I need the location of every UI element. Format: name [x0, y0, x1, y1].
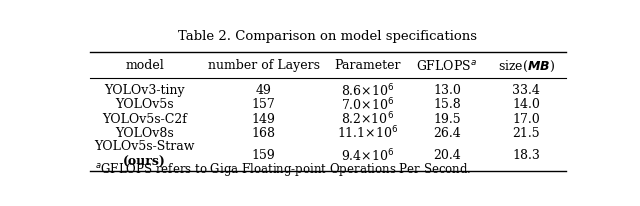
Text: 33.4: 33.4 [513, 84, 540, 97]
Text: 7.0×10$^6$: 7.0×10$^6$ [341, 97, 394, 113]
Text: YOLOv5s-C2f: YOLOv5s-C2f [102, 113, 187, 126]
Text: 21.5: 21.5 [513, 127, 540, 140]
Text: 13.0: 13.0 [433, 84, 461, 97]
Text: YOLOv5s-Straw: YOLOv5s-Straw [94, 140, 195, 153]
Text: 15.8: 15.8 [433, 98, 461, 111]
Text: 9.4×10$^6$: 9.4×10$^6$ [341, 147, 394, 164]
Text: size($\boldsymbol{MB}$): size($\boldsymbol{MB}$) [498, 59, 555, 74]
Text: 159: 159 [252, 149, 275, 162]
Text: 157: 157 [252, 98, 275, 111]
Text: $^a$GFLOPS refers to Giga Floating-point Operations Per Second.: $^a$GFLOPS refers to Giga Floating-point… [95, 161, 471, 178]
Text: 14.0: 14.0 [513, 98, 540, 111]
Text: (ours): (ours) [123, 156, 166, 169]
Text: 18.3: 18.3 [513, 149, 540, 162]
Text: YOLOv3-tiny: YOLOv3-tiny [104, 84, 185, 97]
Text: 26.4: 26.4 [433, 127, 461, 140]
Text: 17.0: 17.0 [513, 113, 540, 126]
Text: Parameter: Parameter [335, 60, 401, 73]
Text: 149: 149 [252, 113, 275, 126]
Text: Table 2. Comparison on model specifications: Table 2. Comparison on model specificati… [179, 30, 477, 43]
Text: 8.6×10$^6$: 8.6×10$^6$ [341, 82, 394, 99]
Text: YOLOv8s: YOLOv8s [115, 127, 174, 140]
Text: GFLOPS$^a$: GFLOPS$^a$ [417, 59, 477, 73]
Text: 20.4: 20.4 [433, 149, 461, 162]
Text: model: model [125, 60, 164, 73]
Text: YOLOv5s: YOLOv5s [115, 98, 174, 111]
Text: 8.2×10$^6$: 8.2×10$^6$ [341, 111, 394, 127]
Text: 19.5: 19.5 [433, 113, 461, 126]
Text: 49: 49 [255, 84, 271, 97]
Text: 11.1×10$^6$: 11.1×10$^6$ [337, 125, 398, 142]
Text: number of Layers: number of Layers [207, 60, 319, 73]
Text: 168: 168 [252, 127, 275, 140]
